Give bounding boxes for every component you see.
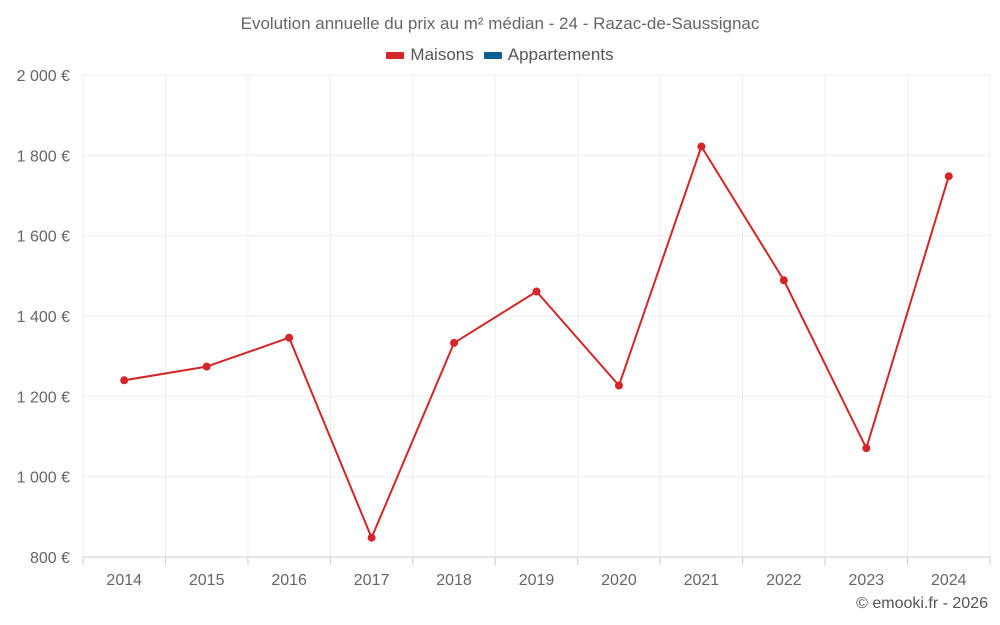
y-tick-label: 1 400 € [17, 309, 70, 326]
chart-title: Evolution annuelle du prix au m² médian … [240, 14, 760, 33]
x-tick-label: 2023 [849, 572, 885, 589]
x-tick-label: 2021 [684, 572, 720, 589]
data-point [614, 381, 623, 390]
data-point [862, 444, 871, 453]
data-point [120, 376, 129, 385]
x-tick-label: 2022 [766, 572, 802, 589]
data-point [367, 533, 376, 542]
x-tick-label: 2014 [106, 572, 142, 589]
x-tick-label: 2017 [354, 572, 390, 589]
data-point [532, 287, 541, 296]
data-point [944, 172, 953, 181]
data-point [285, 333, 294, 342]
y-tick-label: 800 € [30, 550, 70, 567]
legend-swatch-maisons [386, 51, 405, 59]
credit-text: © emooki.fr - 2026 [856, 595, 988, 612]
y-tick-label: 1 600 € [17, 229, 70, 246]
data-point [697, 142, 706, 151]
x-tick-label: 2019 [519, 572, 555, 589]
legend-swatch-appartements [483, 51, 502, 59]
y-tick-label: 1 800 € [17, 148, 70, 165]
x-tick-label: 2015 [189, 572, 225, 589]
x-tick-label: 2024 [931, 572, 967, 589]
legend-item-maisons[interactable]: Maisons [386, 45, 474, 65]
legend-label-maisons: Maisons [410, 45, 474, 64]
legend-item-appartements[interactable]: Appartements [483, 45, 614, 65]
data-point [779, 276, 788, 285]
x-tick-label: 2018 [436, 572, 472, 589]
y-tick-label: 2 000 € [17, 68, 70, 85]
chart-legend: Maisons Appartements [0, 45, 1000, 65]
y-tick-label: 1 000 € [17, 470, 70, 487]
data-point [450, 338, 459, 347]
x-tick-label: 2016 [271, 572, 307, 589]
data-point [202, 362, 211, 371]
legend-label-appartements: Appartements [507, 45, 614, 64]
x-tick-label: 2020 [601, 572, 637, 589]
y-tick-label: 1 200 € [17, 389, 70, 406]
